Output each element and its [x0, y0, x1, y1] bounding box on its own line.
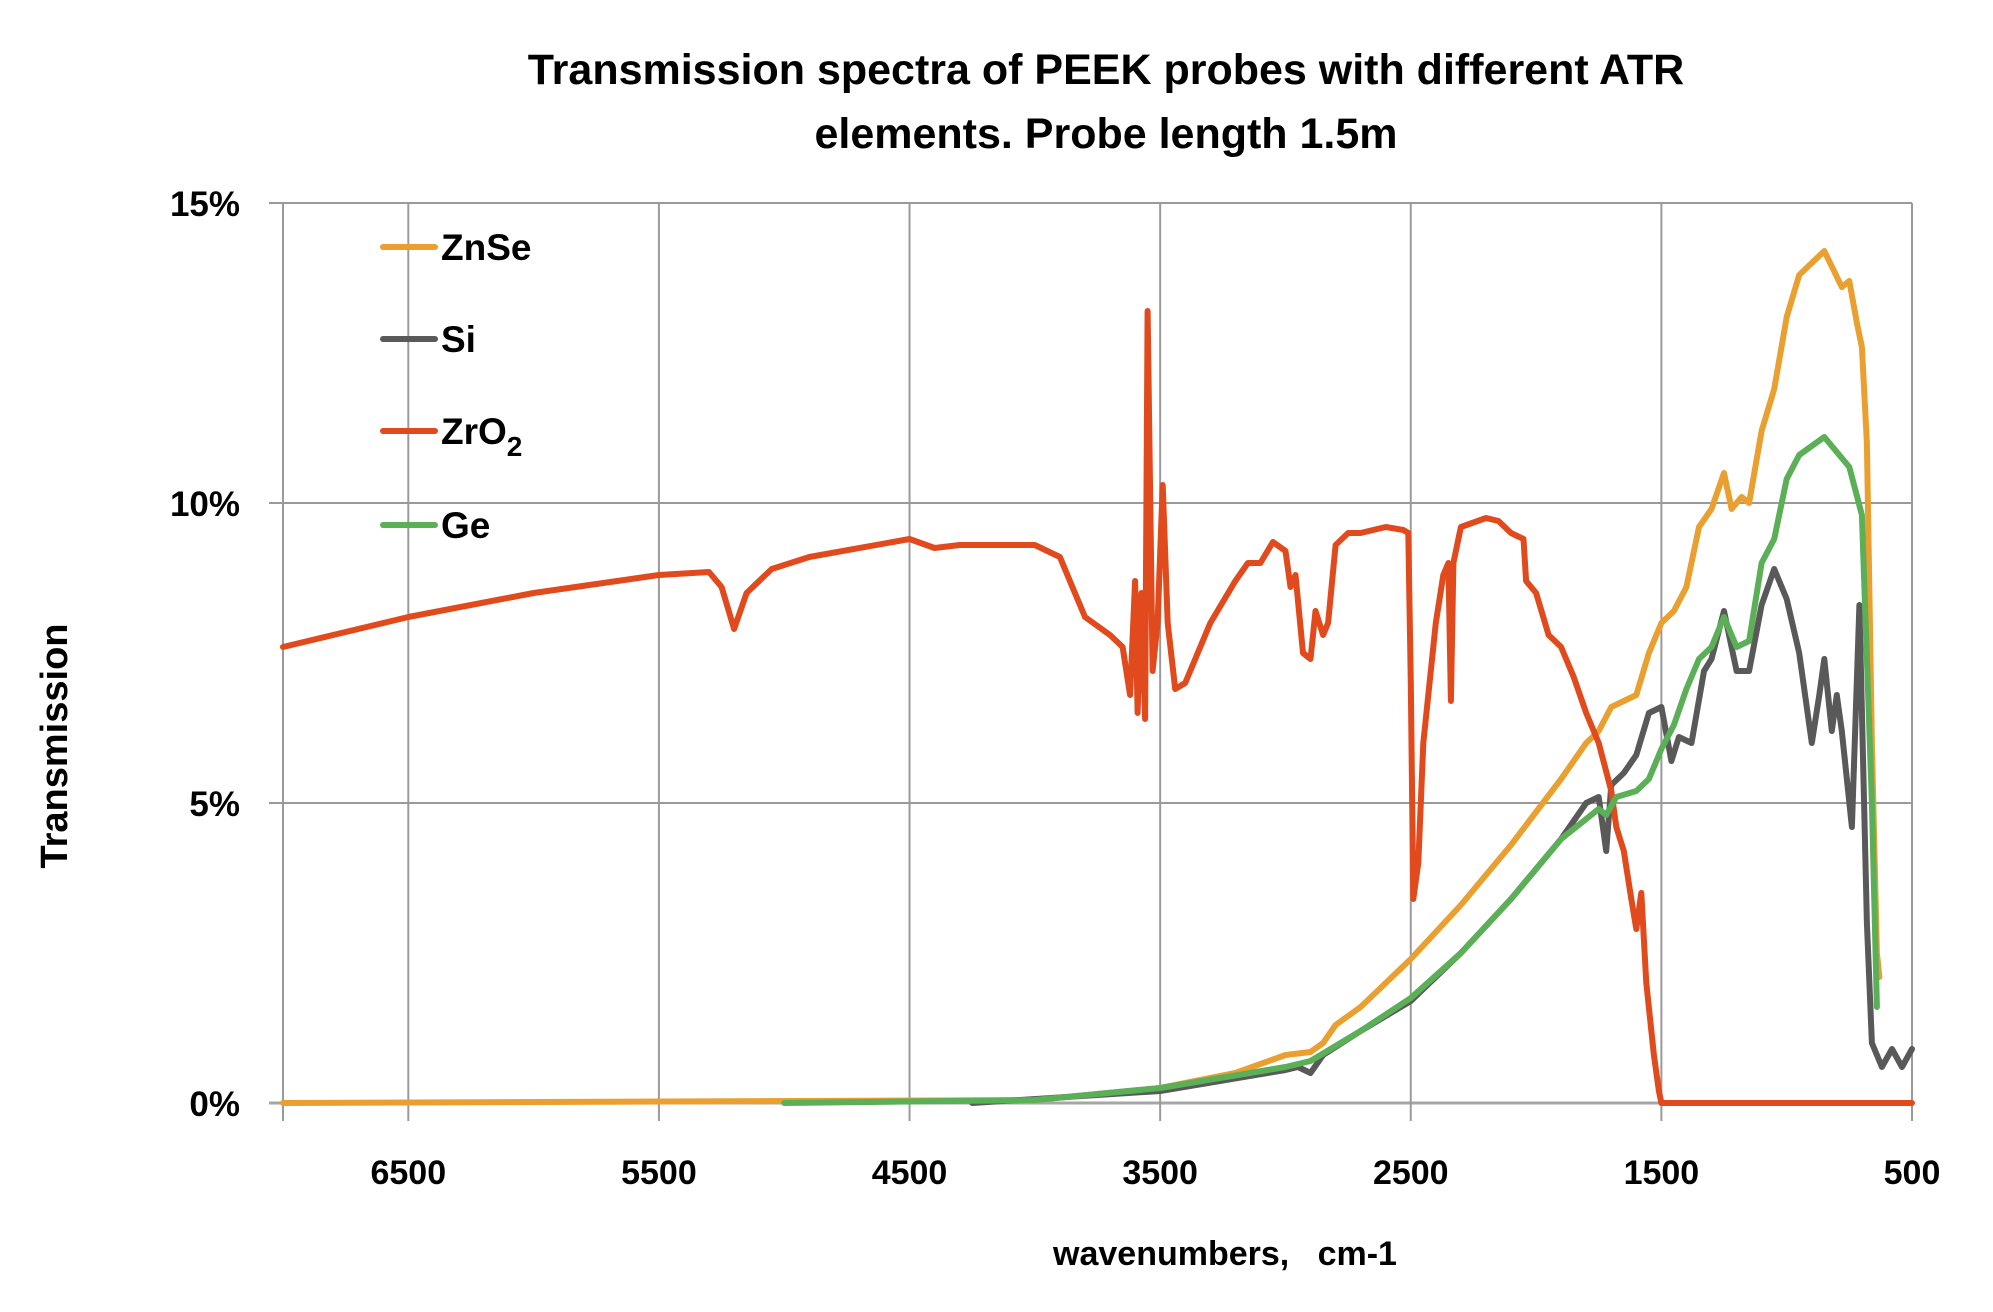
y-tick-label: 5% [189, 785, 240, 824]
legend: ZnSe Si ZrO2 Ge [380, 227, 531, 546]
chart-title-line-1: Transmission spectra of PEEK probes with… [528, 46, 1684, 94]
legend-label-zro2-main: ZrO [441, 411, 507, 452]
x-tick-label: 1500 [1624, 1154, 1700, 1192]
series-line-zro2 [280, 308, 1915, 1106]
x-tick-label: 4500 [872, 1154, 948, 1192]
legend-label-ge: Ge [441, 505, 490, 546]
x-tick-label: 2500 [1373, 1154, 1449, 1192]
y-axis-label: Transmission [34, 624, 76, 869]
gridlines [269, 202, 1913, 1121]
x-tick-label: 500 [1884, 1154, 1941, 1192]
legend-label-si: Si [441, 319, 476, 360]
series-line-znse [280, 248, 1883, 1106]
legend-item-ge: Ge [380, 505, 490, 546]
y-tick-label: 15% [170, 185, 240, 224]
x-tick-label: 5500 [621, 1154, 697, 1192]
x-tick-label: 6500 [370, 1154, 446, 1192]
y-axis-ticks: 0% 5% 10% 15% [170, 185, 240, 1124]
legend-label-zro2-subscript: 2 [507, 431, 523, 462]
legend-item-zro2: ZrO2 [380, 411, 522, 462]
y-tick-label: 10% [170, 485, 240, 524]
series-line-si [969, 566, 1915, 1106]
y-tick-label: 0% [189, 1085, 240, 1124]
x-axis-ticks: 6500 5500 4500 3500 2500 1500 500 [370, 1154, 1940, 1192]
legend-item-znse: ZnSe [380, 227, 531, 268]
series-lines [280, 248, 1915, 1106]
legend-label-znse: ZnSe [441, 227, 531, 268]
series-line-ge [781, 434, 1880, 1106]
legend-label-zro2: ZrO2 [441, 411, 522, 462]
x-tick-label: 3500 [1122, 1154, 1198, 1192]
x-axis-label: wavenumbers, cm-1 [1052, 1235, 1397, 1273]
legend-item-si: Si [380, 319, 476, 360]
chart-title-line-2: elements. Probe length 1.5m [814, 110, 1397, 158]
